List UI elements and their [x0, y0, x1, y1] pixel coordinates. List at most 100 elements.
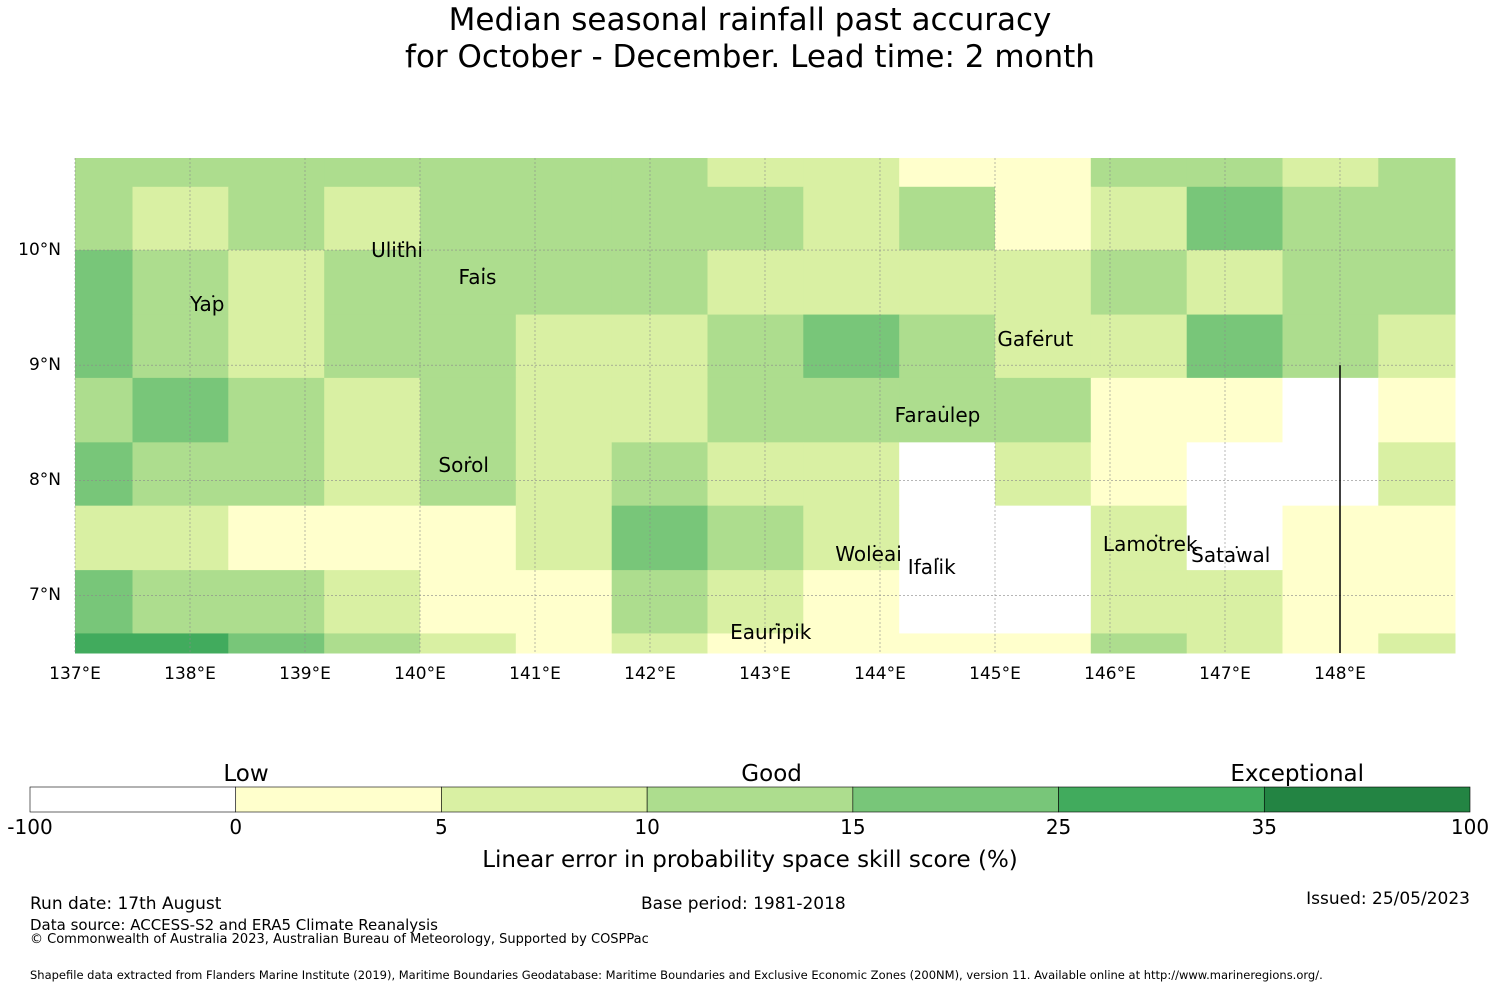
grid-cell — [228, 505, 325, 571]
lon-tick-label: 145°E — [969, 664, 1021, 684]
place-label: Lamotrek — [1102, 531, 1198, 556]
lon-tick-label: 137°E — [49, 664, 101, 684]
grid-cell — [515, 186, 613, 251]
lat-tick-label: 9°N — [28, 355, 61, 376]
grid-cell — [228, 314, 325, 379]
grid-cell — [75, 250, 133, 316]
data-source: Data source: ACCESS-S2 and ERA5 Climate … — [30, 916, 438, 934]
grid-cell — [1282, 570, 1379, 634]
grid-cell — [132, 505, 229, 571]
grid-cell — [611, 570, 708, 634]
grid-cell — [1282, 314, 1379, 379]
grid-cell — [899, 186, 996, 251]
lon-tick-label: 139°E — [279, 664, 331, 684]
grid-cell — [1090, 158, 1188, 188]
grid-cell — [515, 377, 613, 443]
grid-cell — [899, 570, 996, 634]
grid-cell — [515, 633, 613, 654]
lon-tick-label: 142°E — [624, 664, 676, 684]
grid-cell — [75, 633, 133, 654]
grid-cell — [995, 158, 1092, 188]
grid-cell — [515, 250, 613, 316]
grid-cell — [324, 250, 421, 316]
grid-cell — [132, 314, 229, 379]
grid-cell — [1378, 186, 1456, 251]
grid-cell — [707, 250, 804, 316]
grid-cell — [1090, 250, 1188, 316]
place-label: Faraulep — [894, 402, 981, 427]
grid-cell — [611, 250, 708, 316]
grid-cell — [420, 442, 517, 507]
grid-cell — [228, 570, 325, 634]
grid-cell — [132, 186, 229, 251]
grid-cell — [803, 186, 900, 251]
grid-cell — [228, 633, 325, 654]
grid-cell — [515, 505, 613, 571]
grid-cell — [995, 570, 1092, 634]
grid-cell — [75, 158, 133, 188]
grid-cell — [899, 158, 996, 188]
colorbar-tick-label: -100 — [7, 815, 53, 839]
island-marker — [936, 557, 939, 560]
grid-cell — [611, 158, 708, 188]
grid-cell — [1378, 158, 1456, 188]
grid-cell — [324, 442, 421, 507]
place-label: Eauripik — [730, 620, 812, 645]
grid-cell — [420, 633, 517, 654]
grid-cell — [75, 442, 133, 507]
place-label: Ifalik — [907, 554, 956, 579]
grid-cell — [611, 186, 708, 251]
grid-cell — [1186, 186, 1283, 251]
grid-cell — [324, 314, 421, 379]
grid-cell — [707, 505, 804, 571]
colorbar-label: Linear error in probability space skill … — [482, 847, 1018, 873]
grid-cell — [707, 377, 804, 443]
grid-cell — [1282, 250, 1379, 316]
grid-cell — [995, 186, 1092, 251]
colorbar-segment — [1263, 786, 1471, 813]
grid-cell — [611, 377, 708, 443]
lon-tick-label: 147°E — [1199, 664, 1251, 684]
grid-cell — [995, 505, 1092, 571]
grid-cell — [1282, 633, 1379, 654]
lat-tick-label: 10°N — [18, 240, 61, 261]
place-label: Yap — [190, 292, 225, 317]
grid-cell — [1186, 505, 1283, 571]
island-marker — [468, 456, 471, 459]
grid-cell — [420, 570, 517, 634]
grid-cell — [1090, 186, 1188, 251]
grid-cell — [75, 186, 133, 251]
grid-cell — [1090, 314, 1188, 379]
grid-cell — [228, 442, 325, 507]
grid-cell — [803, 633, 900, 654]
island-marker — [1235, 546, 1238, 549]
grid-cell — [995, 377, 1092, 443]
grid-cell — [899, 505, 996, 571]
map-title-line1: Median seasonal rainfall past accuracy — [448, 2, 1052, 38]
grid-cell — [1090, 442, 1188, 507]
grid-cell — [1378, 570, 1456, 634]
lon-tick-label: 148°E — [1314, 664, 1366, 684]
grid-cell — [420, 250, 517, 316]
run-date: Run date: 17th August — [30, 894, 222, 914]
legend-category-label: Good — [741, 761, 802, 787]
grid-cell — [1186, 158, 1283, 188]
grid-cell — [995, 250, 1092, 316]
graticule — [74, 158, 1455, 653]
grid-cell — [324, 158, 421, 188]
place-label: Ulithi — [371, 238, 423, 263]
grid-cell — [75, 570, 133, 634]
place-label: Sorol — [438, 453, 489, 478]
grid-cell — [420, 505, 517, 571]
grid-cell — [75, 377, 133, 443]
grid-cell — [1186, 377, 1283, 443]
grid-cell — [995, 442, 1092, 507]
island-marker — [482, 267, 485, 270]
copyright: © Commonwealth of Australia 2023, Austra… — [30, 932, 649, 947]
lon-tick-label: 141°E — [509, 664, 561, 684]
grid-cell — [228, 186, 325, 251]
colorbar-tick-label: 5 — [435, 815, 448, 839]
map-title-line2: for October - December. Lead time: 2 mon… — [405, 39, 1095, 75]
grid-cell — [420, 158, 517, 188]
grid-cell — [324, 377, 421, 443]
